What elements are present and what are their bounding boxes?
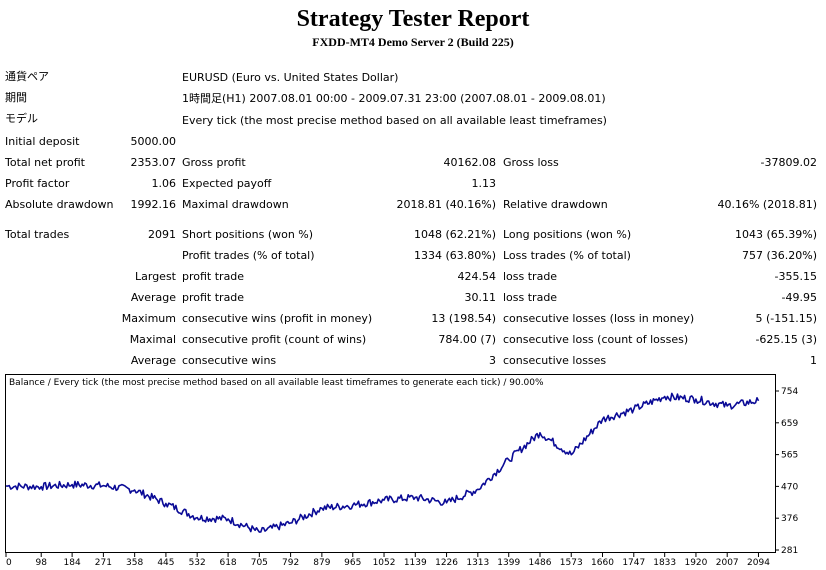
total-net-profit-value: 2353.07: [130, 156, 177, 169]
short-positions-value: 1048 (62.21%): [413, 228, 496, 241]
largest-profit-label: profit trade: [182, 270, 245, 283]
model-label: モデル: [5, 112, 38, 125]
x-tick-label: 1920: [684, 558, 707, 566]
maximal-cons-loss-label: consecutive loss (count of losses): [503, 333, 689, 346]
x-tick-label: 98: [35, 558, 47, 566]
maximal-label: Maximal: [129, 333, 176, 346]
avg-cons-losses-value: 1: [810, 354, 817, 367]
symbol-label: 通貨ペア: [5, 70, 49, 83]
profit-trades-label: Profit trades (% of total): [182, 249, 315, 262]
total-trades-label: Total trades: [5, 228, 70, 241]
absolute-drawdown-value: 1992.16: [130, 198, 177, 211]
maximal-cons-profit-label: consecutive profit (count of wins): [182, 333, 367, 346]
x-tick-label: 2094: [747, 558, 770, 566]
x-tick-label: 879: [313, 558, 330, 566]
model-value: Every tick (the most precise method base…: [182, 114, 607, 127]
x-tick-label: 1660: [591, 558, 614, 566]
gross-loss-value: -37809.02: [760, 156, 817, 169]
symbol-value: EURUSD (Euro vs. United States Dollar): [182, 71, 399, 84]
long-positions-label: Long positions (won %): [503, 228, 632, 241]
y-tick-label: 5652: [781, 451, 798, 461]
avg-cons-losses-label: consecutive losses: [503, 354, 607, 367]
x-tick-label: 618: [219, 558, 236, 566]
x-tick-label: 792: [282, 558, 299, 566]
x-tick-label: 532: [189, 558, 206, 566]
loss-trades-value: 757 (36.20%): [741, 249, 817, 262]
relative-drawdown-label: Relative drawdown: [503, 198, 608, 211]
gross-profit-label: Gross profit: [182, 156, 246, 169]
profit-factor-label: Profit factor: [5, 177, 70, 190]
average2-label: Average: [130, 354, 176, 367]
maximum-label: Maximum: [121, 312, 176, 325]
total-trades-value: 2091: [148, 228, 176, 241]
avg-cons-wins-label: consecutive wins: [182, 354, 277, 367]
short-positions-label: Short positions (won %): [182, 228, 314, 241]
average-loss-value: -49.95: [781, 291, 817, 304]
max-cons-wins-label: consecutive wins (profit in money): [182, 312, 373, 325]
average-profit-value: 30.11: [464, 291, 497, 304]
initial-deposit-value: 5000.00: [130, 135, 177, 148]
largest-loss-label: loss trade: [503, 270, 558, 283]
x-tick-label: 271: [95, 558, 112, 566]
period-label: 期間: [5, 91, 27, 104]
x-tick-label: 445: [157, 558, 174, 566]
average-label: Average: [130, 291, 176, 304]
average-loss-label: loss trade: [503, 291, 558, 304]
x-tick-label: 184: [64, 558, 81, 566]
largest-label: Largest: [135, 270, 176, 283]
expected-payoff-value: 1.13: [471, 177, 497, 190]
x-tick-label: 1573: [560, 558, 583, 566]
y-tick-label: 3763: [781, 514, 798, 524]
total-net-profit-label: Total net profit: [5, 156, 85, 169]
x-tick-label: 1486: [529, 558, 552, 566]
y-tick-label: 7542: [781, 387, 798, 397]
chart-title: Balance / Every tick (the most precise m…: [9, 378, 544, 388]
x-tick-label: 1226: [435, 558, 458, 566]
maximal-drawdown-label: Maximal drawdown: [182, 198, 289, 211]
x-tick-label: 1313: [466, 558, 489, 566]
y-tick-label: 6597: [781, 419, 798, 429]
balance-series-line: [5, 392, 760, 533]
loss-trades-label: Loss trades (% of total): [503, 249, 631, 262]
maximal-drawdown-value: 2018.81 (40.16%): [396, 198, 496, 211]
x-tick-label: 1052: [373, 558, 396, 566]
initial-deposit-label: Initial deposit: [5, 135, 80, 148]
max-cons-losses-label: consecutive losses (loss in money): [503, 312, 695, 325]
profit-factor-value: 1.06: [151, 177, 177, 190]
maximal-cons-loss-value: -625.15 (3): [755, 333, 817, 346]
x-tick-label: 705: [251, 558, 268, 566]
gross-profit-value: 40162.08: [443, 156, 497, 169]
avg-cons-wins-value: 3: [489, 354, 496, 367]
y-tick-label: 4708: [781, 482, 798, 492]
profit-trades-value: 1334 (63.80%): [413, 249, 496, 262]
absolute-drawdown-label: Absolute drawdown: [5, 198, 114, 211]
x-tick-label: 1747: [622, 558, 645, 566]
x-tick-label: 1399: [497, 558, 520, 566]
balance-chart: Balance / Every tick (the most precise m…: [5, 374, 798, 566]
x-tick-label: 1833: [653, 558, 676, 566]
average-profit-label: profit trade: [182, 291, 245, 304]
long-positions-value: 1043 (65.39%): [734, 228, 817, 241]
period-value: 1時間足(H1) 2007.08.01 00:00 - 2009.07.31 2…: [182, 92, 606, 105]
expected-payoff-label: Expected payoff: [182, 177, 272, 190]
balance-chart-svg: Balance / Every tick (the most precise m…: [5, 374, 798, 566]
maximal-cons-profit-value: 784.00 (7): [438, 333, 496, 346]
report-title: Strategy Tester Report: [296, 6, 530, 32]
max-cons-losses-value: 5 (-151.15): [755, 312, 817, 325]
x-tick-label: 2007: [716, 558, 739, 566]
gross-loss-label: Gross loss: [503, 156, 559, 169]
x-tick-label: 0: [6, 558, 12, 566]
x-tick-label: 965: [344, 558, 361, 566]
largest-profit-value: 424.54: [457, 270, 497, 283]
max-cons-wins-value: 13 (198.54): [431, 312, 496, 325]
relative-drawdown-value: 40.16% (2018.81): [717, 198, 817, 211]
axis-ticks: 7542 6597 5652 4708 3763 2818 0 98 184 271 358 445 5…: [5, 387, 798, 566]
y-tick-label: 2818: [781, 546, 798, 556]
x-tick-label: 1139: [404, 558, 427, 566]
x-tick-label: 358: [126, 558, 143, 566]
largest-loss-value: -355.15: [774, 270, 817, 283]
server-subtitle: FXDD-MT4 Demo Server 2 (Build 225): [312, 35, 514, 49]
